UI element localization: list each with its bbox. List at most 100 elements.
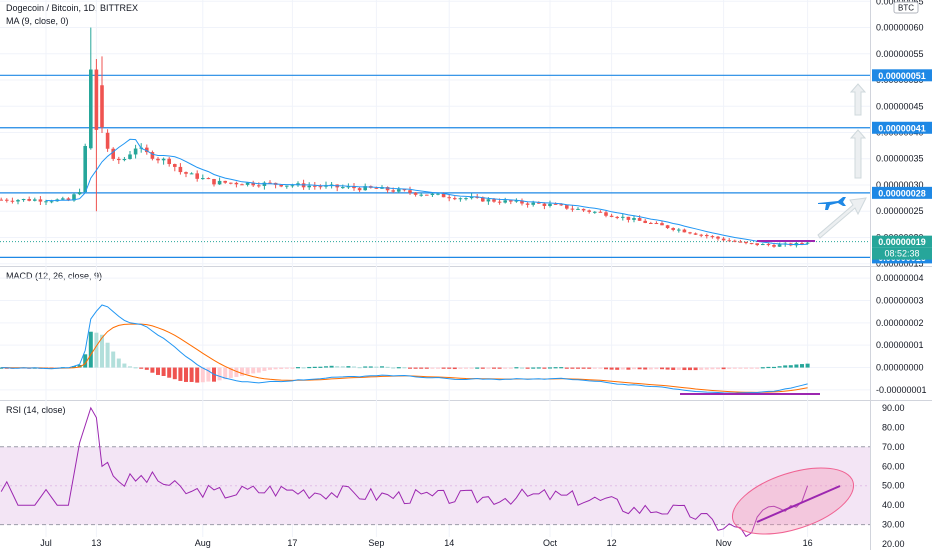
macd-hist-bar (738, 367, 743, 369)
up-arrow-icon (849, 129, 867, 179)
candle-body (643, 220, 647, 223)
macd-hist-bar (189, 367, 194, 382)
macd-hist-bar (94, 332, 99, 368)
macd-hist-bar (256, 367, 261, 373)
macd-hist-bar (788, 365, 793, 368)
macd-hist-bar (559, 367, 564, 369)
macd-hist-bar (430, 367, 435, 369)
horizontal-level-label-1: 0.00000041 (878, 123, 926, 133)
macd-hist-bar (783, 365, 788, 368)
candle-body (38, 199, 43, 202)
candle-body (397, 189, 401, 192)
macd-hist-bar (497, 367, 502, 369)
macd-hist-bar (660, 367, 664, 370)
macd-hist-bar (352, 366, 356, 368)
candle-body (352, 186, 356, 189)
candle-body (716, 236, 720, 239)
macd-hist-bar (604, 367, 608, 370)
macd-hist-bar (156, 367, 160, 375)
candle-body (699, 234, 703, 236)
macd-hist-bar (72, 366, 76, 368)
rsi-tick-label-6: 30.00 (882, 520, 905, 530)
macd-hist-bar (340, 366, 345, 368)
macd-hist-bar (626, 367, 631, 370)
macd-hist-bar (688, 367, 692, 371)
ma-line (45, 138, 808, 245)
x-tick-label-4: Sep (368, 538, 384, 548)
macd-hist-bar (531, 367, 536, 369)
macd-tick-label-2: 0.00000002 (876, 318, 924, 328)
candle-body (27, 198, 31, 201)
x-tick-label-3: 17 (287, 538, 297, 548)
candle-body (21, 198, 26, 201)
x-tick-label-9: 16 (803, 538, 813, 548)
candle-body (766, 244, 771, 246)
candle-body (0, 199, 3, 201)
price-tick-label-9: 0.00000060 (876, 23, 924, 33)
macd-hist-bar (800, 364, 804, 368)
candle-body (570, 208, 575, 210)
candle-body (419, 194, 423, 196)
macd-hist-bar (413, 367, 418, 369)
chart-title: Dogecoin / Bitcoin, 1D, BITTREX (6, 3, 139, 13)
macd-hist-bar (553, 367, 558, 369)
rsi-tick-label-3: 60.00 (882, 461, 905, 471)
macd-legend: MACD (12, 26, close, 9) (6, 271, 103, 281)
macd-tick-label-1: 0.00000003 (876, 295, 924, 305)
candle-body (217, 180, 222, 185)
macd-tick-label-4: 0.00000000 (876, 363, 924, 373)
x-tick-label-5: 14 (444, 538, 454, 548)
macd-hist-bar (576, 367, 580, 369)
macd-hist-bar (374, 366, 379, 368)
candle-body (189, 173, 194, 175)
price-tick-label-2: 0.00000025 (876, 206, 924, 216)
macd-hist-bar (632, 367, 636, 370)
candle-body (710, 236, 715, 238)
macd-hist-bar (200, 367, 205, 383)
macd-hist-bar (704, 367, 709, 370)
candle-body (654, 223, 659, 225)
macd-hist-bar (273, 367, 278, 370)
macd-hist-bar (615, 367, 620, 370)
up-arrow-icon (849, 83, 867, 116)
macd-hist-bar (648, 367, 653, 370)
candle-body (805, 242, 810, 244)
macd-hist-bar (128, 366, 132, 368)
x-tick-label-2: Aug (195, 538, 211, 548)
macd-hist-bar (469, 367, 474, 369)
candle-body (201, 178, 205, 180)
macd-hist-bar (223, 367, 228, 380)
macd-hist-bar (396, 367, 401, 369)
currency-badge-label: BTC (898, 4, 914, 13)
macd-hist-bar (727, 367, 732, 369)
macd-hist-bar (548, 367, 552, 369)
horizontal-level-tag-2 (872, 186, 932, 199)
macd-hist-bar (744, 367, 748, 369)
macd-hist-bar (251, 367, 256, 374)
candle-body (649, 222, 653, 224)
macd-hist-bar (542, 367, 547, 369)
macd-hist-bar (83, 354, 88, 368)
candle-body (122, 159, 127, 161)
macd-hist-bar (262, 367, 267, 372)
candle-body (100, 85, 104, 128)
macd-hist-bar (480, 367, 485, 369)
macd-hist-bar (755, 367, 760, 369)
macd-hist-bar (402, 367, 407, 369)
candle-body (111, 148, 115, 159)
candle-body (453, 198, 457, 200)
price-tick-label-4: 0.00000035 (876, 154, 924, 164)
macd-hist-bar (363, 366, 368, 368)
last-price-label: 0.00000019 (878, 237, 926, 247)
candle-body (105, 132, 110, 149)
rsi-tick-label-1: 80.00 (882, 422, 905, 432)
macd-hist-bar (133, 367, 138, 369)
candle-body (128, 154, 132, 160)
macd-hist-bar (777, 366, 782, 368)
candle-body (318, 186, 323, 188)
candle-body (705, 235, 709, 237)
candle-body (402, 189, 407, 191)
macd-signal-line (1, 323, 808, 393)
